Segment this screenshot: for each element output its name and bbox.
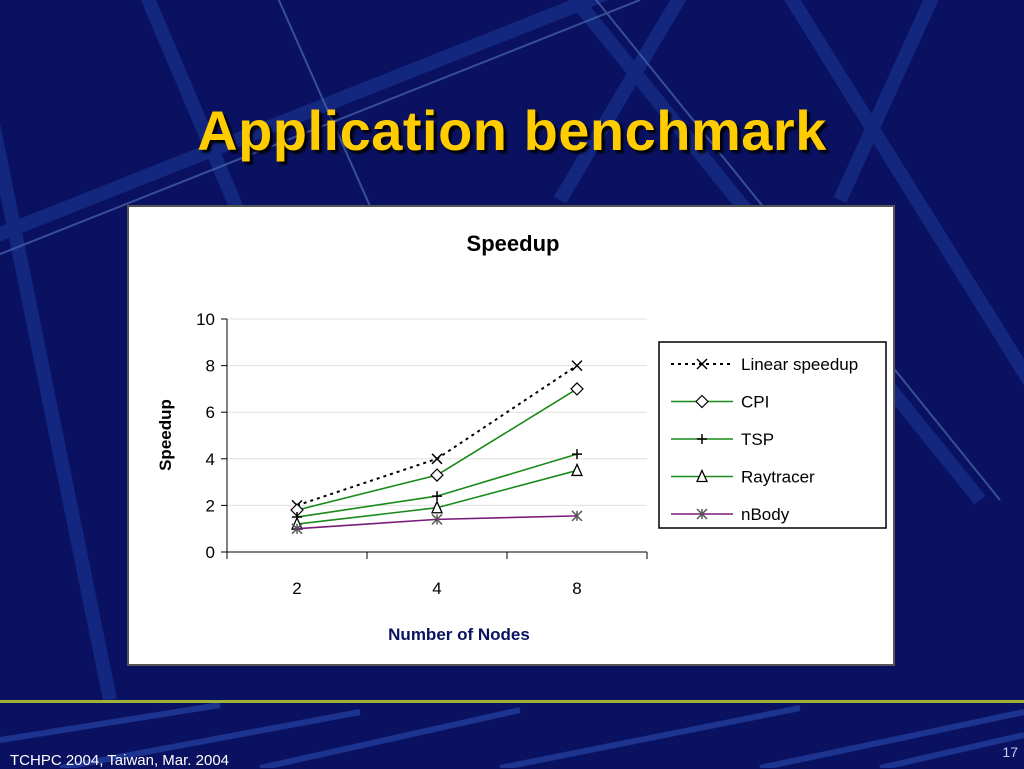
- data-point-nbody: [291, 523, 303, 535]
- slide-title: Application benchmark: [197, 99, 827, 162]
- data-point-linear-speedup: [571, 360, 583, 372]
- y-tick-label: 0: [206, 543, 215, 562]
- legend-marker-cpi: [695, 394, 709, 409]
- legend-marker-linear-speedup: [696, 358, 708, 370]
- data-point-nbody: [431, 513, 443, 525]
- legend-label-raytracer: Raytracer: [741, 468, 815, 487]
- series-line-linear-speedup: [296, 364, 578, 507]
- speedup-chart: Speedup 0 2 4 6 8 10 2 4 8 Number of Nodes Speedup L…: [156, 231, 887, 644]
- x-tick-label: 2: [292, 579, 301, 598]
- y-tick-label: 6: [206, 403, 215, 422]
- y-axis-label: Speedup: [156, 399, 175, 471]
- legend-marker-raytracer: [695, 468, 709, 483]
- y-tick-label: 10: [196, 310, 215, 329]
- data-point-raytracer: [430, 500, 444, 514]
- data-point-raytracer: [570, 462, 584, 477]
- legend-marker-nbody: [696, 508, 708, 520]
- y-tick-label: 4: [206, 450, 215, 469]
- data-point-cpi: [430, 468, 444, 482]
- y-tick-label: 2: [206, 496, 215, 515]
- legend-label-linear-speedup: Linear speedup: [741, 355, 858, 374]
- x-axis-label: Number of Nodes: [388, 625, 530, 644]
- footer-divider: [0, 700, 1024, 703]
- data-point-linear-speedup: [431, 453, 443, 465]
- data-point-cpi: [570, 382, 584, 396]
- x-tick-label: 8: [572, 579, 581, 598]
- chart-panel: Speedup 0 2 4 6 8 10 2 4 8 Number of Nodes Speedup L…: [127, 205, 895, 666]
- data-point-tsp: [572, 449, 582, 460]
- data-point-nbody: [571, 510, 583, 522]
- page-number: 17: [1002, 744, 1018, 760]
- legend-label-cpi: CPI: [741, 393, 769, 412]
- x-tick-label: 4: [432, 579, 441, 598]
- legend-box: [658, 341, 887, 529]
- chart-title: Speedup: [467, 231, 560, 256]
- data-point-tsp: [432, 491, 442, 502]
- legend-label-tsp: TSP: [741, 430, 774, 449]
- footer-text: TCHPC 2004, Taiwan, Mar. 2004: [10, 752, 230, 769]
- legend-marker-tsp: [697, 434, 707, 444]
- legend-label-nbody: nBody: [741, 505, 790, 524]
- y-tick-label: 8: [206, 357, 215, 376]
